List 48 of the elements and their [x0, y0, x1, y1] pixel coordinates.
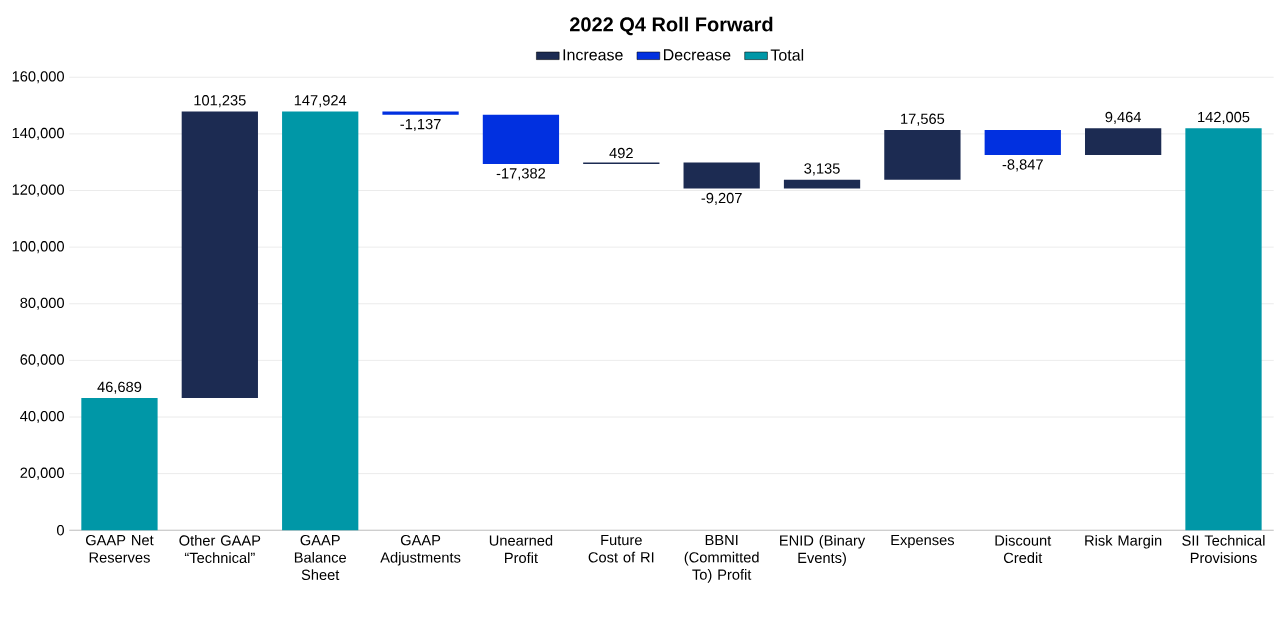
legend-label: Increase: [563, 49, 623, 61]
y-tick-label: 40,000: [20, 410, 64, 423]
bar: [884, 129, 961, 180]
data-label: 101,235: [194, 95, 246, 108]
y-tick-label: 80,000: [20, 297, 64, 310]
x-tick-label: Expenses: [891, 534, 955, 548]
data-label: 46,689: [97, 381, 142, 394]
bar: [1085, 128, 1162, 155]
data-label: 147,924: [294, 95, 347, 108]
y-tick-label: 160,000: [12, 71, 64, 84]
x-tick-label: Other GAAP “Technical”: [179, 534, 261, 563]
x-tick-label: SII Technical Provisions: [1182, 534, 1265, 563]
bar: [482, 114, 560, 164]
x-tick-label: Risk Margin: [1085, 534, 1162, 549]
x-tick-label: ENID (Binary Events): [780, 534, 866, 566]
x-tick-label: GAAP Balance Sheet: [294, 534, 347, 580]
data-label: 492: [609, 147, 633, 159]
y-tick-label: 20,000: [20, 467, 64, 480]
x-tick-label: GAAP Adjustments: [380, 534, 461, 566]
y-tick-label: 0: [56, 525, 64, 536]
data-label: 17,565: [901, 113, 945, 126]
data-label: -17,382: [496, 168, 546, 181]
data-label: 3,135: [804, 163, 840, 176]
x-tick-label: Future Cost of RI: [588, 534, 654, 563]
y-tick-label: 120,000: [12, 184, 64, 197]
y-tick-label: 100,000: [12, 241, 64, 254]
data-label: -1,137: [400, 118, 441, 131]
bar: [1185, 128, 1262, 531]
bar: [181, 111, 258, 398]
x-tick-label: GAAP Net Reserves: [85, 534, 154, 563]
data-label: -8,847: [1002, 159, 1043, 172]
y-tick-label: 60,000: [20, 354, 64, 367]
data-label: -9,207: [701, 192, 742, 205]
bar: [984, 129, 1061, 155]
legend-label: Decrease: [664, 49, 731, 61]
y-tick-label: 140,000: [12, 127, 64, 140]
chart-title: 2022 Q4 Roll Forward: [569, 16, 773, 36]
x-tick-label: Discount Credit: [995, 534, 1052, 563]
legend-label: Total: [770, 48, 804, 61]
bar: [81, 397, 158, 531]
x-tick-label: BBNI (Committed To) Profit: [684, 534, 759, 583]
x-tick-label: Unearned Profit: [489, 534, 553, 563]
bar: [783, 179, 861, 189]
bar: [683, 162, 760, 189]
data-label: 142,005: [1198, 111, 1250, 124]
bar: [282, 111, 359, 531]
bar: [382, 111, 459, 115]
data-label: 9,464: [1105, 111, 1142, 124]
